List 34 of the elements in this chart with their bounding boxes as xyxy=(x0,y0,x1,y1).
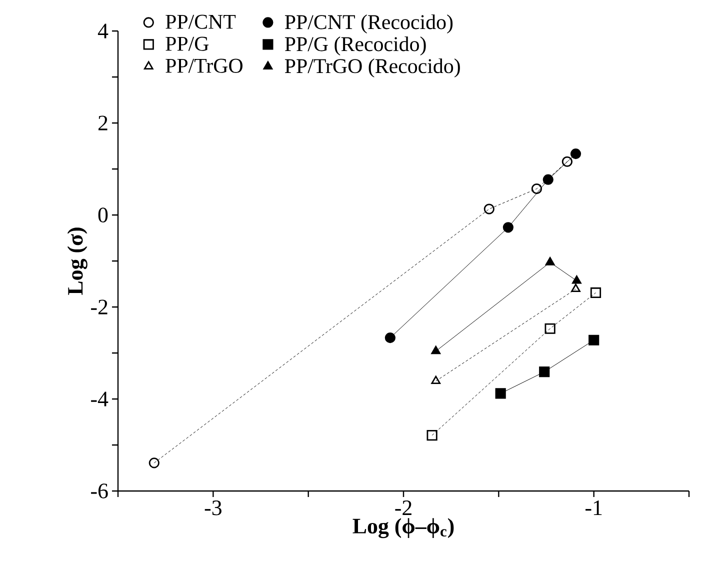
x-tick-label: -2 xyxy=(395,500,412,516)
point xyxy=(545,257,555,266)
y-axis-title: Log (σ) xyxy=(67,228,88,295)
point xyxy=(531,183,542,194)
point xyxy=(572,275,582,284)
x-axis-title: Log (ϕ–ϕ$_{c}$) xyxy=(352,518,454,538)
point xyxy=(570,148,582,160)
y-tick-label: 4 xyxy=(98,24,108,38)
y-tick-label: -4 xyxy=(91,392,108,406)
x-tick-label: -1 xyxy=(586,500,602,515)
point xyxy=(502,222,514,233)
point xyxy=(148,458,160,468)
point xyxy=(588,334,600,346)
y-tick-label: 2 xyxy=(98,116,108,130)
point xyxy=(590,287,602,298)
legend-label: PP/CNT xyxy=(166,14,236,29)
point xyxy=(431,346,441,354)
point xyxy=(562,156,572,167)
legend-label: PP/TrGO xyxy=(166,58,242,73)
point xyxy=(484,204,494,214)
legend-label: PP/TrGO (Recocido) xyxy=(284,58,460,78)
y-tick-label: -2 xyxy=(91,300,108,314)
point xyxy=(539,366,550,378)
y-tick-label: 0 xyxy=(98,208,108,222)
y-tick-label: -6 xyxy=(91,484,108,498)
legend-label: PP/G (Recocido) xyxy=(284,36,426,56)
legend-label: PP/CNT (Recocido) xyxy=(284,14,453,34)
x-tick-label: -3 xyxy=(204,500,222,516)
point xyxy=(544,323,556,334)
point xyxy=(542,174,554,185)
point xyxy=(495,388,506,399)
point xyxy=(384,332,396,344)
point xyxy=(426,430,438,441)
legend-label: PP/G xyxy=(166,36,209,51)
